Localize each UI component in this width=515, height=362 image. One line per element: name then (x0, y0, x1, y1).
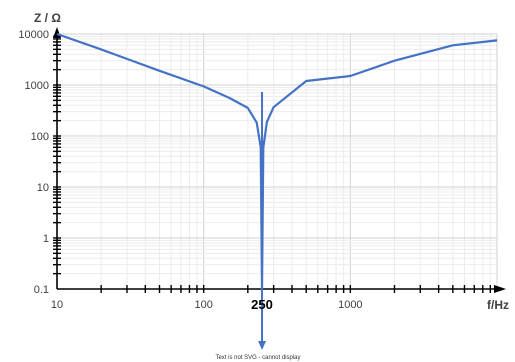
series-layer (56, 32, 498, 291)
y-tick-label: 10000 (18, 29, 49, 41)
axis-ticks: 10 100 1000 0.1 1 10 100 1000 10000 (18, 29, 491, 311)
x-tick-label: 10 (51, 299, 63, 311)
x-tick-label: 1000 (338, 299, 362, 311)
resonance-arrowhead (258, 341, 267, 350)
footer-note: Text is not SVG - cannot display (215, 355, 300, 361)
annotation-layer: 250 (251, 92, 273, 350)
x-axis-arrowhead (494, 285, 506, 293)
y-tick-label: 1000 (25, 80, 49, 92)
y-axis-title: Z / Ω (34, 11, 61, 25)
y-tick-label: 100 (31, 131, 49, 143)
resonance-frequency-label: 250 (251, 297, 273, 312)
grid-lines (57, 33, 498, 289)
y-tick-label: 0.1 (34, 284, 49, 296)
x-tick-label: 100 (194, 299, 212, 311)
y-tick-label: 1 (43, 233, 49, 245)
impedance-curve (56, 32, 498, 291)
x-axis-title: f/Hz (487, 298, 509, 312)
y-tick-label: 10 (37, 182, 49, 194)
